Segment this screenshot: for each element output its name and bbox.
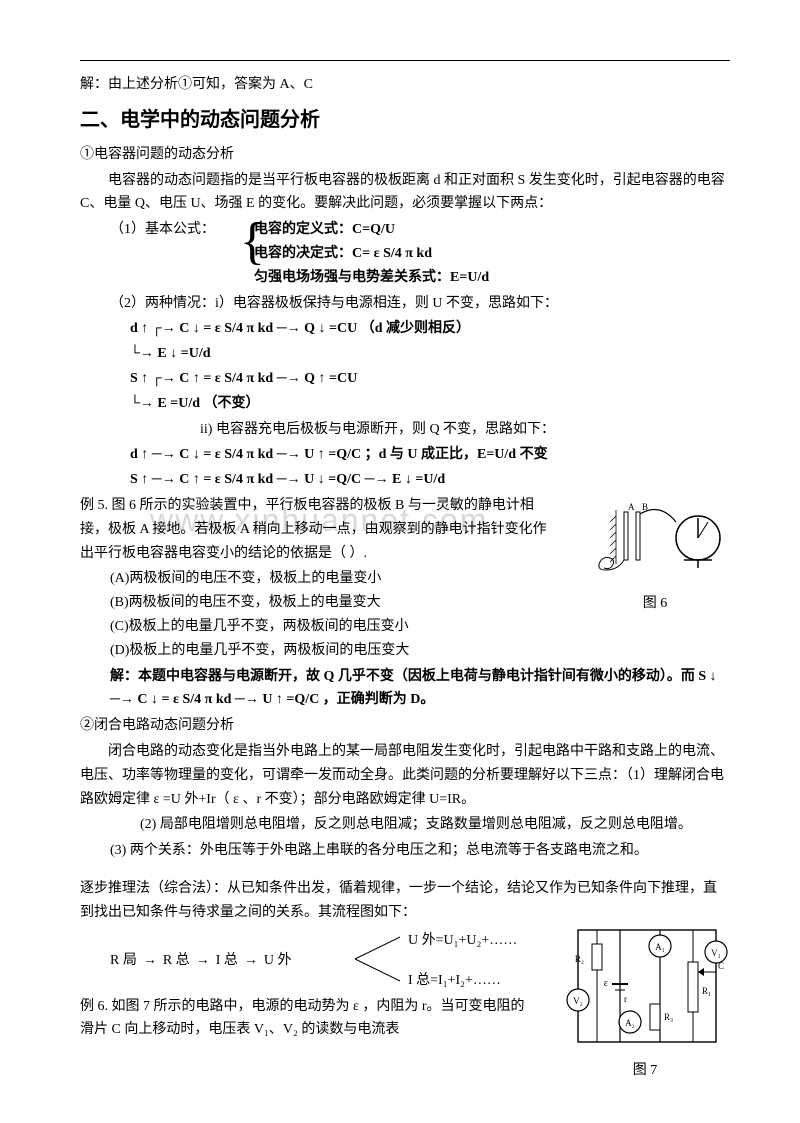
figure-7-caption: 图 7: [560, 1059, 730, 1083]
flow-node-rtotal: R 总: [163, 949, 190, 973]
flow-ii-1: d ↑ ─→ C ↓ = ε S/4 π kd ─→ U ↑ =Q/C ；d 与…: [130, 443, 730, 467]
flow-i-4: └→ E =U/d （不变）: [130, 392, 730, 416]
arrow-icon: →: [196, 949, 210, 973]
flow-ii-2: S ↑ ─→ C ↑ = ε S/4 π kd ─→ U ↓ =Q/C ─→ E…: [130, 468, 730, 492]
top-rule: [80, 60, 730, 61]
sect2-title: ②闭合电路动态问题分析: [80, 714, 730, 738]
sect2-pt2: (2) 局部电阻增则总电阻增，反之则总电阻减；支路数量增则总电阻减，反之则总电阻…: [80, 813, 730, 837]
branch-lines-icon: [350, 931, 410, 987]
ex5-opt-b: (B)两极板间的电压不变，极板上的电量变大: [110, 591, 550, 615]
ex5-opt-a: (A)两极板间的电压不变，极板上的电量变小: [110, 567, 550, 591]
sect2-pt3: (3) 两个关系：外电压等于外电路上串联的各分电压之和；总电流等于各支路电流之和…: [80, 839, 730, 863]
sect1-para1: 电容器的动态问题指的是当平行板电容器的极板距离 d 和正对面积 S 发生变化时，…: [80, 169, 730, 217]
flow-i-3: S ↑ ┌→ C ↑ = ε S/4 π kd ─→ Q ↑ =CU: [130, 367, 730, 391]
sect2-para1: 闭合电路的动态变化是指当外电路上的某一局部电阻发生变化时，引起电路中干路和支路上…: [80, 740, 730, 811]
basic-label: （1）基本公式：: [80, 218, 240, 242]
case-label: （2）两种情况：i）电容器极板保持与电源相连，则 U 不变，思路如下：: [80, 292, 730, 316]
section-heading: 二、电学中的动态问题分析: [80, 103, 730, 137]
ex5-solution: 解：本题中电容器与电源断开，故 Q 几乎不变（因板上电荷与静电计指针间有微小的移…: [80, 665, 730, 713]
flow-node-uout: U 外: [264, 949, 292, 973]
arrow-icon: →: [244, 949, 258, 973]
flowchart: R 局 → R 总 → I 总 → U 外 U 外=U₁+U₂+…… I 总=I…: [110, 929, 730, 989]
intro-line: 解：由上述分析①可知，答案为 A、C: [80, 73, 730, 97]
flow-node-rlocal: R 局: [110, 949, 137, 973]
flow-i-1: d ↑ ┌→ C ↓ = ε S/4 π kd ─→ Q ↓ =CU （d 减少…: [130, 317, 730, 341]
case-ii-label: ii) 电容器充电后极板与电源断开，则 Q 不变，思路如下：: [80, 418, 730, 442]
arrow-icon: →: [143, 949, 157, 973]
basic-formula-2: 电容的决定式：C= ε S/4 π kd: [254, 242, 489, 266]
flow-branch-top: U 外=U₁+U₂+……: [408, 929, 517, 953]
flow-branch-bot: I 总=I₁+I₂+……: [408, 969, 501, 993]
ex5-opt-c: (C)极板上的电量几乎不变，两极板间的电压变小: [110, 615, 550, 639]
ex5-text: 例 5. 图 6 所示的实验装置中，平行板电容器的极板 B 与一灵敏的静电计相接…: [80, 494, 560, 565]
ex5-opt-d: (D)极板上的电量几乎不变，两极板间的电压变大: [110, 639, 550, 663]
flow-node-itotal: I 总: [216, 949, 238, 973]
flow-i-2: └→ E ↓ =U/d: [130, 342, 730, 366]
basic-formula-1: 电容的定义式：C=Q/U: [254, 218, 489, 242]
sect1-title: ①电容器问题的动态分析: [80, 143, 730, 167]
ex6-text: 例 6. 如图 7 所示的电路中，电源的电动势为 ε ，内阻为 r。当可变电阻的…: [80, 995, 530, 1043]
left-brace-icon: {: [240, 216, 265, 268]
basic-formula-3: 匀强电场场强与电势差关系式：E=U/d: [254, 266, 489, 290]
method-para: 逐步推理法（综合法）：从已知条件出发，循着规律，一步一个结论，结论又作为已知条件…: [80, 877, 730, 925]
